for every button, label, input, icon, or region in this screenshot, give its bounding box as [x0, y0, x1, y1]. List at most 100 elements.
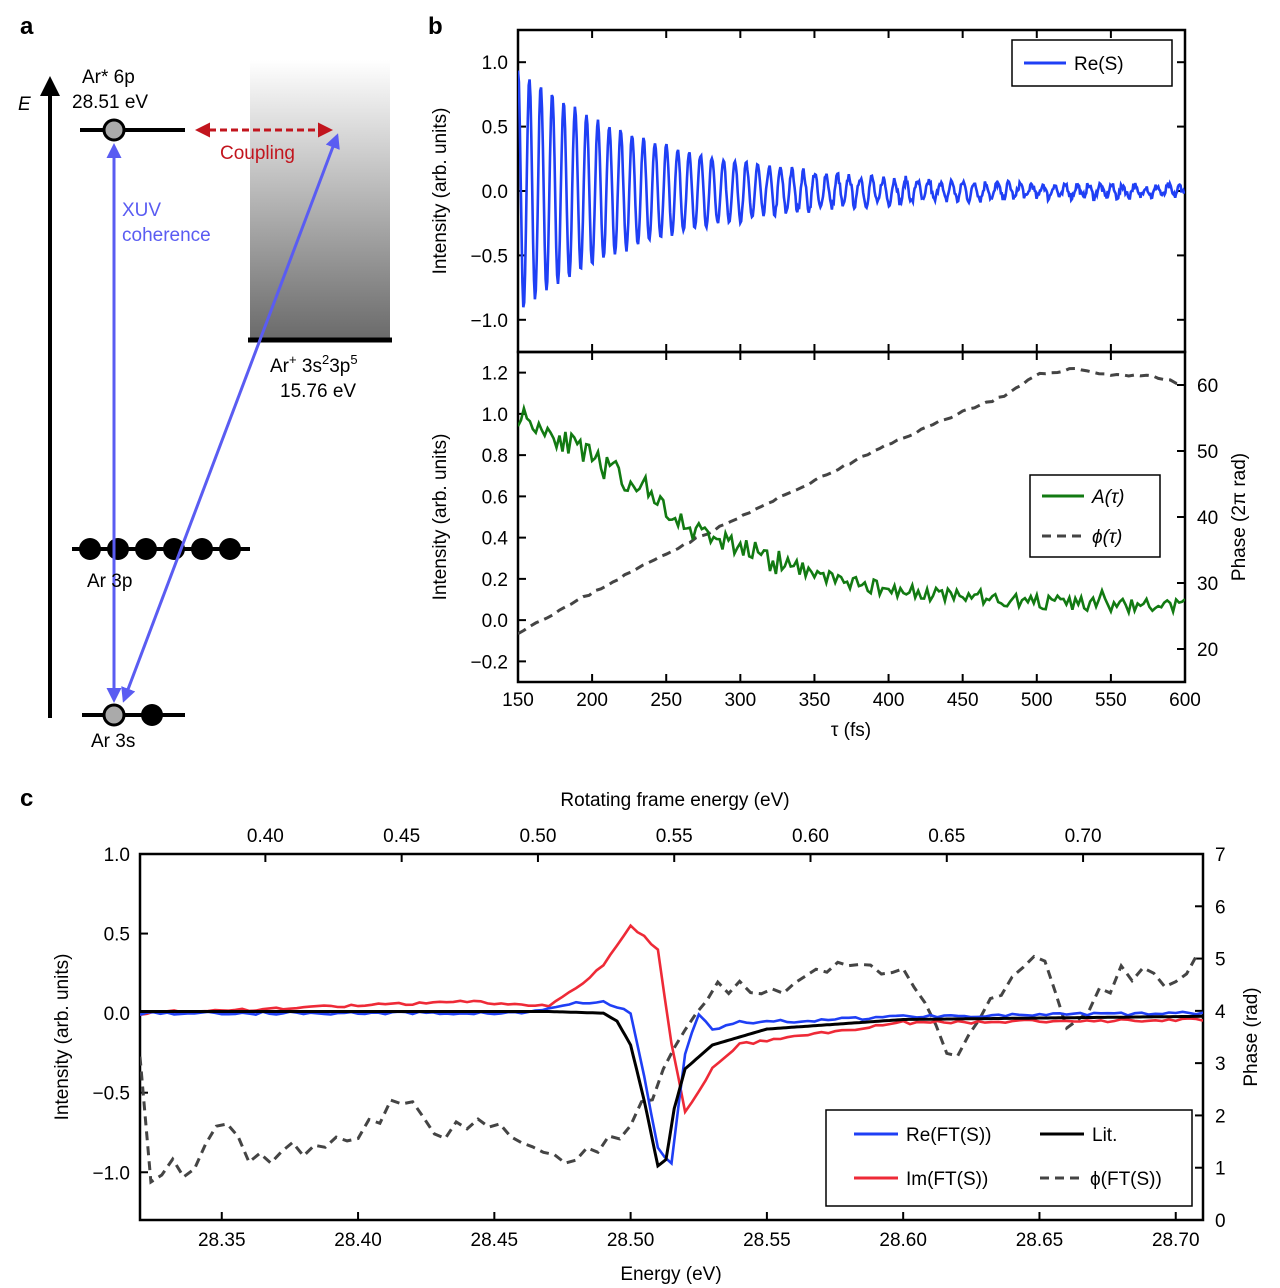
y-tick-label: 0.0 — [482, 182, 508, 203]
y-tick-label: 0.0 — [482, 611, 508, 632]
x-tick-label: 400 — [873, 690, 905, 711]
panel-b-bottom-plot: −0.2 0.0 0.2 0.4 0.6 0.8 1.0 1.2 20 30 40 50 60 150 20… — [430, 350, 1250, 741]
panel-a: a E Coupling Ar* 6p 28.51 eV XUV coheren… — [18, 13, 392, 752]
y-axis-ticks: −1.0 −0.5 0.0 0.5 1.0 — [470, 30, 1186, 352]
axis-ticks: −0.2 0.0 0.2 0.4 0.6 0.8 1.0 1.2 20 30 40 50 60 150 20… — [470, 352, 1218, 711]
y2-tick-label: 1 — [1215, 1159, 1226, 1180]
y-axis-label: Intensity (arb. units) — [52, 954, 73, 1121]
x-tick-label: 28.40 — [334, 1230, 382, 1251]
legend-label-a-tau: A(τ) — [1091, 487, 1124, 508]
x-tick-label: 28.60 — [879, 1230, 927, 1251]
y-axis-label: Intensity (arb. units) — [430, 108, 451, 275]
x-tick-label: 550 — [1095, 690, 1127, 711]
x2-tick-label: 0.45 — [383, 826, 420, 847]
y-tick-label: −0.5 — [92, 1084, 130, 1105]
electron-dot — [191, 538, 213, 560]
legend-label-re-s: Re(S) — [1074, 54, 1124, 75]
legend-box — [825, 1109, 1193, 1207]
x2-tick-label: 0.40 — [247, 826, 284, 847]
legend-label-lit: Lit. — [1092, 1125, 1117, 1146]
x-tick-label: 28.70 — [1152, 1230, 1200, 1251]
y-tick-label: −0.5 — [470, 246, 508, 267]
x-tick-label: 200 — [576, 690, 608, 711]
y-tick-label: 0.6 — [482, 487, 508, 508]
ar3s-label: Ar 3s — [91, 731, 135, 752]
series-im-ft-s-line — [140, 923, 1203, 1116]
y2-axis-label: Phase (2π rad) — [1229, 453, 1250, 581]
x2-tick-label: 0.70 — [1065, 826, 1102, 847]
x-tick-label: 28.50 — [607, 1230, 655, 1251]
y-tick-label: 0.2 — [482, 570, 508, 591]
ar6p-energy: 28.51 eV — [72, 92, 148, 113]
ion-energy-label: 15.76 eV — [280, 381, 356, 402]
electron-dot — [219, 538, 241, 560]
x-axis-label: τ (fs) — [831, 720, 871, 741]
x2-tick-label: 0.55 — [656, 826, 693, 847]
legend-label-phi-tau: ϕ(τ) — [1092, 527, 1122, 548]
y2-tick-label: 60 — [1197, 376, 1218, 397]
y-tick-label: 1.0 — [482, 405, 508, 426]
y2-tick-label: 30 — [1197, 574, 1218, 595]
ar3p-label: Ar 3p — [87, 571, 132, 592]
ar6p-label: Ar* 6p — [82, 67, 135, 88]
x-tick-label: 300 — [724, 690, 756, 711]
plot-frame — [138, 852, 1205, 1222]
legend-label-im-ft-s: Im(FT(S)) — [906, 1169, 988, 1190]
x-tick-label: 350 — [799, 690, 831, 711]
y-tick-label: 0.5 — [104, 925, 130, 946]
x2-tick-label: 0.65 — [928, 826, 965, 847]
panel-label-b: b — [428, 13, 443, 40]
panel-label-c: c — [20, 785, 33, 812]
ar6p-state-circle — [102, 118, 126, 142]
y2-tick-label: 3 — [1215, 1054, 1226, 1075]
y-tick-label: 1.2 — [482, 364, 508, 385]
x-tick-label: 28.35 — [198, 1230, 246, 1251]
legend: Re(FT(S)) Lit. Im(FT(S)) ϕ(FT(S)) — [825, 1109, 1193, 1207]
series-a-tau-line — [518, 403, 1185, 617]
legend-label-re-ft-s: Re(FT(S)) — [906, 1125, 991, 1146]
electron-dot — [79, 538, 101, 560]
y-tick-label: 1.0 — [482, 53, 508, 74]
y-tick-label: 0.4 — [482, 529, 509, 550]
xuv-label: XUV — [122, 200, 161, 221]
y-tick-label: 0.0 — [104, 1004, 130, 1025]
ionization-continuum — [250, 60, 390, 340]
legend: Re(S) — [1011, 39, 1173, 87]
x2-tick-label: 0.50 — [519, 826, 556, 847]
series-lit-line — [140, 1010, 1203, 1169]
y2-tick-label: 0 — [1215, 1211, 1226, 1232]
legend-label-phi-ft-s: ϕ(FT(S)) — [1090, 1169, 1162, 1190]
ion-state-label: Ar+ 3s23p5 — [270, 352, 358, 377]
electron-dot — [107, 538, 129, 560]
series-re-s-line — [518, 70, 1185, 308]
y-tick-label: −0.2 — [470, 652, 508, 673]
y2-tick-label: 7 — [1215, 845, 1226, 866]
axis-ticks: −1.0 −0.5 0.0 0.5 1.0 0 1 2 3 4 5 6 7 28.35 28.40 28.45… — [92, 826, 1226, 1251]
y2-tick-label: 5 — [1215, 950, 1226, 971]
energy-axis-label: E — [18, 94, 31, 115]
legend-box — [1029, 474, 1161, 558]
x-tick-label: 250 — [650, 690, 682, 711]
coherence-label: coherence — [122, 225, 211, 246]
panel-b-top-plot: −1.0 −0.5 0.0 0.5 1.0 Intensity (arb. units)… — [430, 28, 1187, 354]
series-phi-tau-line — [518, 366, 1183, 636]
x-tick-label: 28.65 — [1016, 1230, 1064, 1251]
x-tick-label: 150 — [502, 690, 534, 711]
x-axis-label: Energy (eV) — [620, 1264, 721, 1285]
continuum-transition-arrow — [121, 133, 340, 703]
y2-tick-label: 40 — [1197, 508, 1218, 529]
y-tick-label: −1.0 — [92, 1163, 130, 1184]
y2-tick-label: 50 — [1197, 442, 1218, 463]
y2-axis-label: Phase (rad) — [1241, 987, 1262, 1086]
legend: A(τ) ϕ(τ) — [1029, 474, 1161, 558]
series-phi-ft-s-line — [140, 953, 1199, 1185]
y-tick-label: 0.8 — [482, 446, 508, 467]
ar3s-hole — [102, 703, 126, 727]
y2-tick-label: 2 — [1215, 1106, 1226, 1127]
x2-tick-label: 0.60 — [792, 826, 829, 847]
y-tick-label: 1.0 — [104, 845, 130, 866]
series-re-ft-s-line — [140, 999, 1203, 1166]
panel-c-plot: −1.0 −0.5 0.0 0.5 1.0 0 1 2 3 4 5 6 7 28.35 28.40 28.45… — [52, 790, 1262, 1285]
y2-tick-label: 6 — [1215, 897, 1226, 918]
